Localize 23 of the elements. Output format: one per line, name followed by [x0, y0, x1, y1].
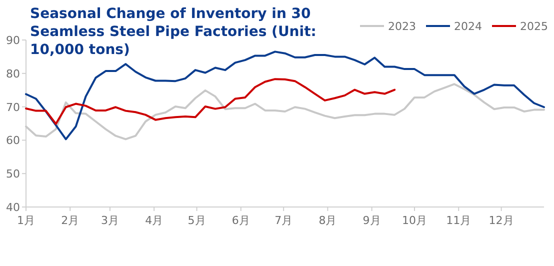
x-tick-label: 4月	[145, 214, 164, 227]
y-tick-label: 40	[6, 201, 20, 214]
y-tick-label: 90	[6, 34, 20, 47]
legend-label: 2023	[388, 20, 416, 33]
x-tick-label: 12月	[488, 214, 514, 227]
x-tick-label: 9月	[362, 214, 381, 227]
x-tick-label: 5月	[188, 214, 206, 227]
legend-label: 2025	[520, 20, 548, 33]
x-tick-label: 11月	[446, 214, 472, 227]
x-tick-label: 1月	[17, 214, 35, 227]
line-series	[25, 78, 396, 125]
x-tick-label: 10月	[402, 214, 427, 227]
y-tick-label: 60	[6, 134, 20, 148]
y-tick-label: 80	[6, 67, 20, 80]
chart-title: Seasonal Change of Inventory in 30 Seamless Steel Pipe Factories (Unit: 10,000 tons)	[30, 6, 316, 58]
x-tick-label: 6月	[232, 214, 250, 227]
y-tick-label: 50	[6, 168, 20, 181]
x-tick-label: 2月	[61, 214, 80, 227]
y-tick-label: 70	[6, 100, 20, 114]
legend-label: 2024	[454, 20, 482, 33]
x-tick-label: 8月	[318, 214, 337, 227]
x-tick-label: 7月	[274, 214, 293, 227]
x-tick-label: 3月	[100, 214, 119, 227]
